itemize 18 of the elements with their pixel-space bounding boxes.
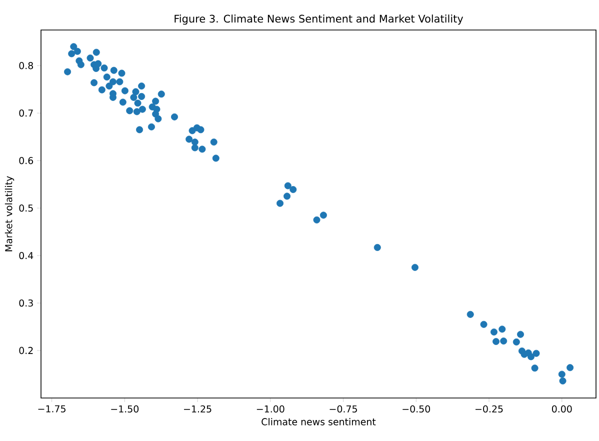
y-axis-title: Market volatility <box>4 176 14 252</box>
y-tick-label: 0.8 <box>19 62 33 70</box>
x-tick-label: −0.25 <box>476 405 503 413</box>
x-tick-label: 0.00 <box>552 405 572 413</box>
chart-title: Figure 3. Climate News Sentiment and Market Volatility <box>174 14 464 25</box>
x-tick-label: −1.00 <box>256 405 284 413</box>
x-axis-title: Climate news sentiment <box>262 418 376 426</box>
x-tick-label: −1.50 <box>111 405 139 413</box>
y-tick-label: 0.6 <box>19 156 34 164</box>
x-tick-label: −0.75 <box>330 405 357 413</box>
y-tick-label: 0.3 <box>19 299 33 307</box>
x-tick-label: −1.25 <box>184 405 212 413</box>
y-tick-label: 0.2 <box>19 346 33 354</box>
x-tick-label: −0.50 <box>402 405 430 413</box>
y-tick-label: 0.7 <box>19 110 33 117</box>
y-tick-label: 0.4 <box>19 252 34 260</box>
y-tick-label: 0.5 <box>19 204 33 212</box>
x-tick-label: −1.75 <box>38 405 66 412</box>
